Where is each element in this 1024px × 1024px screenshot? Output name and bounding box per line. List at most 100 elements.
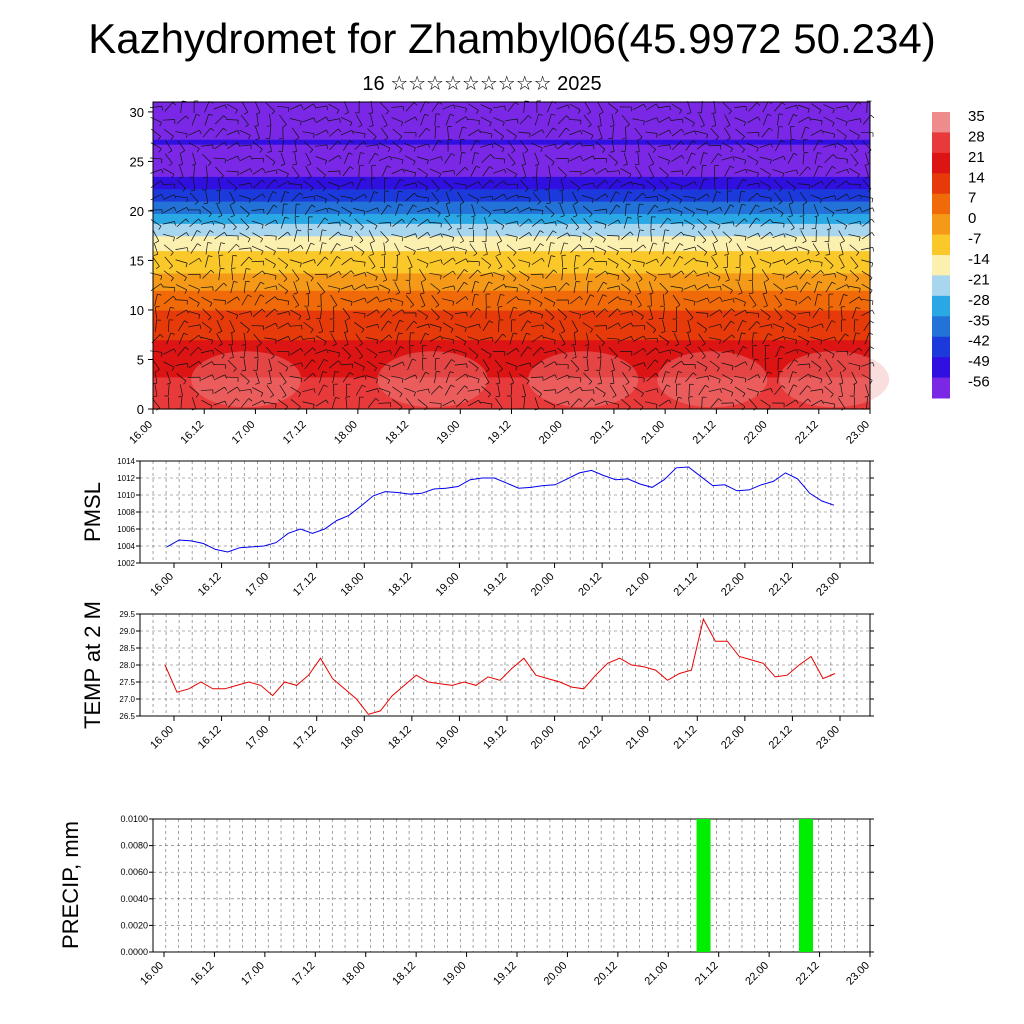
- wind-barb-flag: [448, 227, 452, 231]
- wind-barb-staff: [784, 169, 797, 174]
- wind-barb-staff: [164, 153, 173, 164]
- wind-barb-flag: [428, 388, 430, 394]
- wind-barb-staff: [582, 168, 594, 175]
- wind-barb-staff: [598, 371, 603, 384]
- wind-barb-flag: [195, 393, 199, 398]
- wind-barb-flag: [185, 346, 189, 350]
- x-tick-label: 19.12: [491, 960, 519, 988]
- wind-barb-staff: [683, 298, 696, 302]
- wind-barb-staff: [214, 232, 225, 240]
- wind-barb-staff: [787, 153, 794, 164]
- wind-barb-staff: [848, 220, 861, 225]
- wind-barb-staff: [701, 397, 703, 410]
- wind-barb-flag: [769, 159, 772, 165]
- wind-barb-staff: [544, 205, 555, 215]
- wind-barb-staff: [150, 168, 162, 174]
- wind-barb-staff: [366, 296, 378, 304]
- wind-barb-flag: [295, 137, 300, 141]
- wind-barb-flag: [503, 180, 507, 185]
- y-tick-label: 29.0: [119, 627, 135, 636]
- colorbar-label: -7: [968, 231, 981, 248]
- wind-barb-flag: [464, 269, 468, 273]
- wind-barb-flag: [682, 118, 684, 124]
- wind-barb-staff: [366, 375, 378, 380]
- heatmap-band: [153, 104, 870, 108]
- wind-barb-flag: [453, 170, 455, 175]
- wind-barb-staff: [557, 308, 567, 318]
- wind-barb-flag: [515, 366, 518, 371]
- wind-barb-staff: [482, 371, 490, 383]
- wind-barb-flag: [686, 344, 691, 346]
- wind-barb-staff: [442, 348, 454, 355]
- wind-barb-staff: [648, 152, 655, 164]
- wind-barb-flag: [514, 101, 519, 106]
- wind-barb-staff: [658, 156, 670, 161]
- wind-barb-staff: [802, 152, 805, 165]
- wind-barb-flag: [706, 193, 710, 198]
- wind-barb-flag: [300, 121, 302, 126]
- wind-barb-staff: [454, 363, 467, 366]
- heatmap-band: [153, 270, 870, 274]
- wind-barb-staff: [509, 307, 514, 319]
- wind-barb-flag: [680, 211, 683, 217]
- wind-barb-flag: [385, 110, 389, 115]
- wind-barb-flag: [580, 130, 583, 135]
- wind-barb-staff: [378, 362, 391, 367]
- wind-barb-flag: [643, 104, 647, 109]
- wind-barb-staff: [205, 165, 208, 178]
- wind-barb-flag: [541, 314, 543, 319]
- wind-barb-staff: [582, 155, 594, 162]
- wind-barb-staff: [663, 294, 665, 307]
- wind-barb-staff: [622, 372, 630, 383]
- wind-barb-staff: [205, 191, 209, 204]
- y-tick-label: 1006: [117, 525, 135, 534]
- wind-barb-flag: [477, 269, 481, 274]
- wind-barb-staff: [557, 115, 567, 125]
- x-tick-label: 21.00: [639, 419, 667, 447]
- heatmap-band: [153, 129, 870, 133]
- wind-barb-staff: [788, 114, 794, 126]
- wind-barb-flag: [516, 206, 520, 211]
- wind-barb-flag: [170, 332, 175, 335]
- wind-barb-staff: [264, 258, 276, 265]
- wind-barb-staff: [608, 308, 618, 318]
- wind-barb-flag: [305, 318, 311, 321]
- wind-barb-staff: [750, 358, 756, 371]
- wind-barb-flag: [744, 160, 747, 165]
- wind-barb-staff: [395, 332, 399, 345]
- wind-barb-staff: [698, 333, 706, 344]
- wind-barb-flag: [504, 169, 507, 174]
- wind-barb-flag: [694, 246, 697, 252]
- wind-barb-staff: [645, 337, 658, 340]
- wind-barb-flag: [413, 250, 416, 256]
- wind-barb-flag: [769, 263, 772, 268]
- wind-barb-flag: [300, 104, 304, 109]
- wind-barb-flag: [618, 322, 621, 327]
- wind-barb-flag: [313, 337, 316, 343]
- wind-barb-staff: [547, 113, 552, 126]
- wind-barb-staff: [506, 129, 517, 137]
- wind-barb-staff: [837, 359, 847, 369]
- wind-barb-staff: [836, 219, 848, 226]
- wind-barb-flag: [666, 341, 670, 346]
- wind-barb-staff: [814, 152, 818, 165]
- x-tick-label: 19.00: [434, 724, 462, 752]
- wind-barb-staff: [166, 307, 171, 319]
- wind-barb-staff: [594, 400, 607, 406]
- wind-barb-flag: [717, 153, 722, 157]
- wind-barb-staff: [861, 207, 873, 213]
- wind-barb-staff: [634, 127, 643, 138]
- wind-barb-staff: [319, 229, 323, 242]
- wind-barb-flag: [516, 194, 519, 199]
- y-tick-label: 20: [130, 204, 144, 219]
- wind-barb-staff: [670, 170, 683, 173]
- wind-barb-staff: [369, 191, 375, 203]
- wind-barb-flag: [741, 203, 746, 206]
- panel-frame: [152, 818, 871, 953]
- wind-barb-flag: [428, 323, 430, 329]
- wind-barb-staff: [455, 116, 466, 124]
- x-tick-label: 21.00: [624, 571, 652, 599]
- wind-barb-flag: [847, 209, 849, 214]
- wind-barb-staff: [532, 346, 542, 357]
- wind-barb-flag: [368, 112, 373, 114]
